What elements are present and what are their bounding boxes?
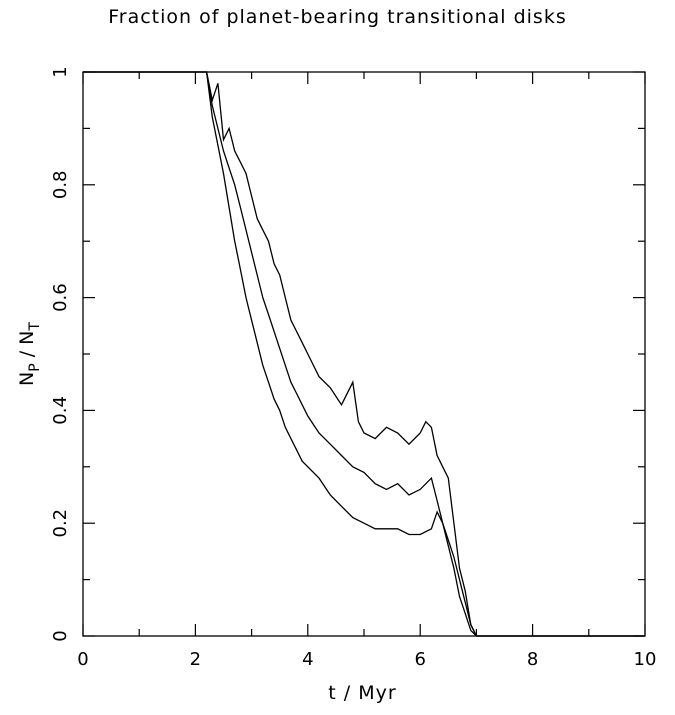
y-label-sub-p: P <box>27 363 43 371</box>
x-tick-label: 2 <box>190 649 201 670</box>
x-axis-label-wrap: t / Myr <box>0 682 675 704</box>
y-tick-label: 0.4 <box>50 396 71 425</box>
series-line <box>83 71 645 637</box>
y-label-sub-t: T <box>27 322 43 332</box>
series-lines <box>83 71 645 637</box>
y-tick-labels: 0 0.2 0.4 0.6 0.8 1 <box>50 66 71 641</box>
plot-frame <box>82 71 646 637</box>
y-tick-label: 0.8 <box>50 170 71 199</box>
x-axis-label: t / Myr <box>328 682 397 704</box>
y-tick-label: 1 <box>50 66 71 77</box>
x-tick-label: 4 <box>302 649 313 670</box>
x-tick-labels: 0 2 4 6 8 10 <box>77 649 656 670</box>
y-label-sep: / <box>16 345 38 363</box>
x-tick-label: 10 <box>634 649 657 670</box>
x-tick-label: 8 <box>527 649 538 670</box>
series-line <box>83 71 645 637</box>
y-axis-label: NP / NT <box>16 322 43 386</box>
series-line <box>83 71 645 637</box>
tick-marks <box>82 71 646 637</box>
x-tick-label: 6 <box>414 649 425 670</box>
y-label-n2: N <box>16 331 38 345</box>
chart-title: Fraction of planet-bearing transitional … <box>108 6 567 28</box>
y-tick-label: 0.2 <box>50 509 71 538</box>
y-tick-label: 0.6 <box>50 283 71 312</box>
y-label-n: N <box>16 372 38 386</box>
y-tick-label: 0 <box>50 630 71 641</box>
x-tick-label: 0 <box>77 649 88 670</box>
